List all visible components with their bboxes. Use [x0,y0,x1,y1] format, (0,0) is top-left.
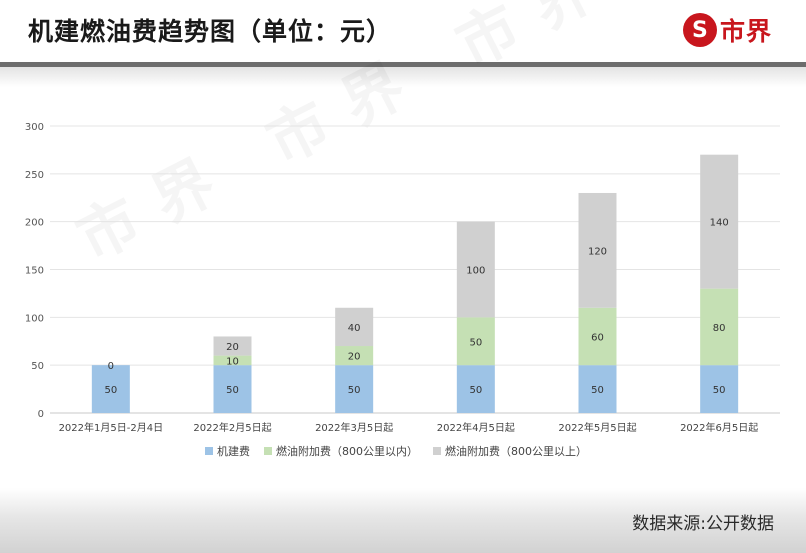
data-label: 0 [108,361,114,372]
data-label: 10 [226,356,239,367]
legend-label: 燃油附加费（800公里以上） [445,444,587,458]
y-tick-label: 250 [25,170,44,181]
legend-swatch [264,447,272,455]
page-title: 机建燃油费趋势图（单位：元） [28,17,393,46]
bar-segment [700,288,739,366]
bar-segment [456,365,495,413]
bar-segment [456,317,495,366]
legend-swatch [205,447,213,455]
bar-segment [91,365,130,413]
x-tick-label: 2022年4月5日起 [437,421,515,434]
footer: 数据来源:公开数据 [0,488,806,553]
bar-segment [335,307,374,347]
y-tick-label: 50 [31,361,44,372]
data-label: 50 [469,385,482,396]
data-label: 120 [588,246,607,257]
x-tick-label: 2022年2月5日起 [193,421,271,434]
data-label: 80 [713,323,726,334]
brand-logo-icon: S [682,13,717,47]
legend-swatch [433,447,441,455]
data-label: 50 [591,385,604,396]
bar-segment [700,154,739,289]
stacked-bar-chart: 0 50 100 150 200 250 300 50 0 2022年1月5日-2月4日 50 10 2… [25,122,780,458]
bar-segment [213,365,252,413]
x-tick-label: 2022年3月5日起 [315,421,393,434]
data-label: 140 [710,218,729,229]
data-label: 40 [348,323,361,334]
bar-segment [456,221,495,318]
bar-segment [700,365,739,413]
y-tick-label: 100 [25,313,44,324]
y-tick-label: 0 [38,409,44,420]
legend-label: 机建费 [217,444,250,458]
data-label: 50 [469,337,482,348]
bar-segment [213,355,252,366]
bar-segment [578,307,617,366]
bar-segment [335,365,374,413]
bar-segment [578,192,617,308]
header: 机建燃油费趋势图（单位：元） S 市界 [0,0,806,62]
y-tick-label: 150 [25,266,44,277]
legend-label: 燃油附加费（800公里以内） [276,444,418,458]
data-label: 50 [348,385,361,396]
bar-segment [578,365,617,413]
data-label: 20 [348,352,361,363]
bar-segment [335,346,374,366]
data-label: 60 [591,332,604,343]
data-label: 50 [226,385,239,396]
y-tick-label: 200 [25,218,44,229]
x-tick-label: 2022年1月5日-2月4日 [59,421,164,434]
bar-segment [213,336,252,356]
x-tick-label: 2022年6月5日起 [680,421,758,434]
data-source-note: 数据来源:公开数据 [632,514,774,534]
x-tick-label: 2022年5月5日起 [558,421,636,434]
data-label: 20 [226,342,239,353]
brand-logo-text: 市界 [719,17,772,46]
y-tick-label: 300 [25,122,44,133]
data-label: 50 [104,385,117,396]
header-divider [0,62,806,67]
data-label: 100 [466,266,485,277]
brand-logo: S 市界 [682,12,772,48]
data-label: 50 [713,385,726,396]
header-shadow-band [0,67,806,87]
